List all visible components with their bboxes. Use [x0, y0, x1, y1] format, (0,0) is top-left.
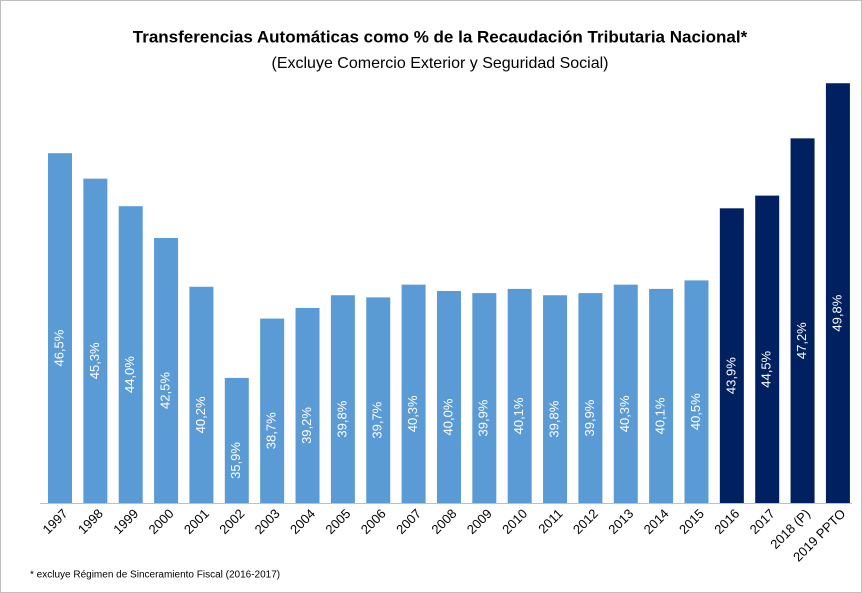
bar	[578, 293, 603, 503]
bar	[649, 288, 674, 503]
bar	[755, 195, 780, 503]
bar	[224, 377, 249, 503]
bar	[472, 293, 497, 503]
value-label: 40,0%	[440, 398, 455, 435]
value-label: 40,3%	[617, 395, 632, 432]
bar	[154, 238, 179, 503]
value-label: 35,9%	[228, 442, 243, 479]
value-label: 44,5%	[759, 350, 774, 387]
bar	[48, 153, 72, 503]
bar	[118, 206, 143, 503]
value-label: 44,0%	[122, 356, 137, 393]
value-label: 39,2%	[299, 407, 314, 444]
value-label: 39,8%	[334, 400, 349, 437]
value-label: 40,1%	[511, 397, 526, 434]
bar	[543, 295, 568, 503]
value-label: 40,3%	[405, 395, 420, 432]
bar	[330, 295, 355, 503]
chart-subtitle: (Excluye Comercio Exterior y Seguridad S…	[271, 55, 608, 72]
value-label: 42,5%	[158, 372, 173, 409]
value-label: 46,5%	[51, 329, 66, 366]
bar	[613, 284, 638, 503]
value-label: 49,8%	[829, 294, 844, 331]
bar	[189, 286, 214, 503]
value-label: 47,2%	[794, 322, 809, 359]
bar	[719, 208, 744, 503]
value-label: 39,7%	[370, 401, 385, 438]
bar	[83, 178, 108, 503]
bar	[295, 307, 320, 503]
value-label: 39,8%	[546, 400, 561, 437]
value-label: 40,2%	[193, 396, 208, 433]
value-label: 38,7%	[264, 412, 279, 449]
value-label: 39,9%	[476, 399, 491, 436]
value-label: 43,9%	[723, 357, 738, 394]
value-label: 40,1%	[653, 397, 668, 434]
bar	[507, 288, 532, 503]
chart-title: Transferencias Automáticas como % de la …	[133, 27, 748, 46]
bar	[260, 318, 285, 503]
bar	[825, 83, 850, 504]
bar	[790, 138, 815, 504]
bar	[366, 297, 391, 503]
value-label: 45,3%	[87, 342, 102, 379]
bar	[401, 284, 426, 503]
footnote: * excluye Régimen de Sinceramiento Fisca…	[30, 570, 280, 581]
value-label: 40,5%	[688, 393, 703, 430]
value-label: 39,9%	[582, 399, 597, 436]
bar	[436, 291, 461, 503]
bar	[684, 280, 709, 503]
